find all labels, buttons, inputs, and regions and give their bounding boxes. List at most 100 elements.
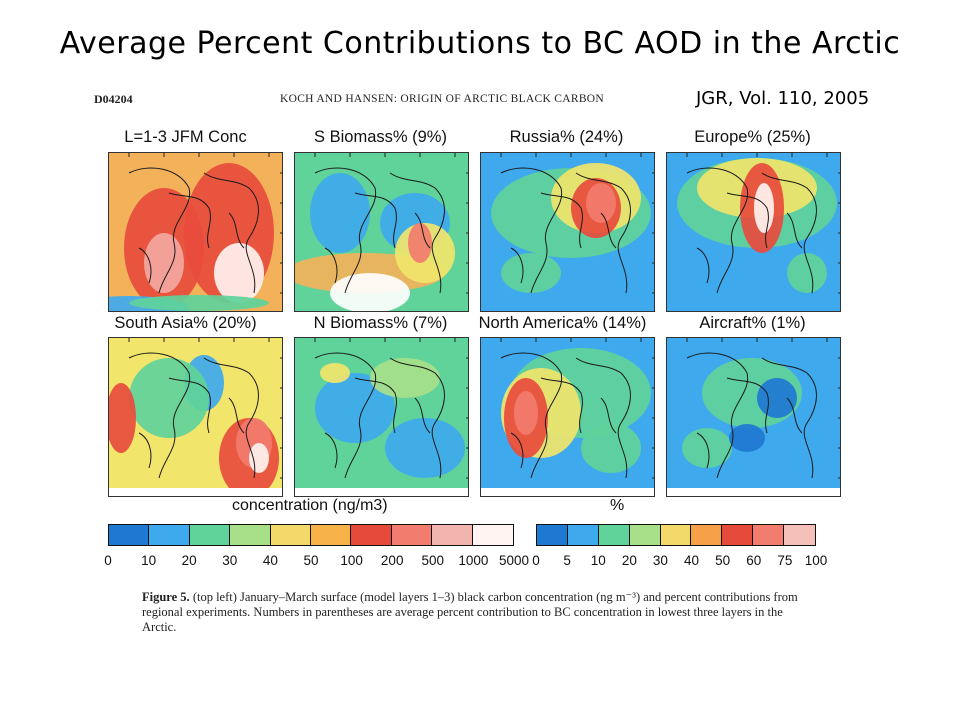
percent-tick-label: 30	[652, 553, 668, 568]
map-panel-nbio	[294, 337, 469, 497]
map-panel-europe	[666, 152, 841, 312]
panel-title: Russia% (24%)	[509, 128, 624, 146]
coastline	[168, 377, 211, 434]
percent-swatch	[567, 525, 599, 545]
coastline	[324, 212, 431, 284]
map-field-region	[408, 223, 432, 263]
coastline	[354, 192, 397, 249]
coastline	[575, 357, 631, 479]
concentration-tick-label: 20	[181, 553, 197, 568]
concentration-tick-label: 500	[421, 553, 445, 568]
colorbar-label-concentration: concentration (ng/m3)	[232, 497, 388, 514]
map-field-region	[581, 423, 641, 473]
panel-title: North America% (14%)	[478, 314, 647, 332]
colorbar-percent	[536, 524, 816, 546]
percent-swatch	[629, 525, 661, 545]
coastline	[686, 167, 749, 294]
coastline	[168, 192, 211, 249]
panel-title: S Biomass% (9%)	[314, 128, 447, 146]
percent-tick-label: 0	[532, 553, 540, 568]
coastline	[726, 377, 769, 434]
map-sbio	[295, 153, 468, 311]
figure-label: Figure 5.	[142, 590, 190, 604]
coastline	[540, 377, 583, 434]
concentration-swatch	[472, 525, 514, 545]
concentration-tick-label: 30	[222, 553, 238, 568]
coastline	[696, 212, 803, 284]
percent-swatch	[691, 525, 723, 545]
percent-tick-label: 10	[590, 553, 606, 568]
map-field-region	[129, 358, 209, 438]
map-panel-conc	[108, 152, 283, 312]
map-field-region	[787, 253, 827, 293]
concentration-tick-label: 0	[104, 553, 112, 568]
running-head: KOCH AND HANSEN: ORIGIN OF ARCTIC BLACK …	[280, 93, 605, 105]
map-field-region	[729, 424, 765, 452]
map-panel-namer	[480, 337, 655, 497]
slide-title: Average Percent Contributions to BC AOD …	[59, 26, 901, 61]
map-namer	[481, 338, 654, 488]
map-field-region	[385, 418, 465, 478]
concentration-tick-label: 40	[262, 553, 278, 568]
map-field-region	[129, 295, 269, 311]
concentration-tick-label: 50	[303, 553, 319, 568]
colorbar-label-percent: %	[610, 497, 625, 514]
concentration-swatch	[391, 525, 433, 545]
map-field-region	[682, 428, 732, 468]
coastline	[128, 167, 191, 294]
map-field-region	[757, 378, 797, 418]
coastline	[128, 352, 191, 479]
percent-tick-label: 100	[804, 553, 828, 568]
map-field-region	[754, 183, 774, 233]
concentration-swatch	[311, 525, 352, 545]
coastline	[389, 357, 445, 479]
coastline	[138, 397, 245, 469]
concentration-swatch	[270, 525, 312, 545]
panel-title: Europe% (25%)	[694, 128, 811, 146]
map-europe	[667, 153, 840, 311]
panel-title: N Biomass% (7%)	[313, 314, 448, 332]
percent-swatch	[784, 525, 815, 545]
coastline	[696, 397, 803, 469]
concentration-tick-label: 100	[340, 553, 363, 568]
page-id: D04204	[94, 92, 133, 106]
coastline	[761, 172, 817, 294]
map-panel-russia	[480, 152, 655, 312]
map-aircraft	[667, 338, 840, 488]
coastline	[510, 212, 617, 284]
map-conc	[109, 153, 282, 311]
citation: JGR, Vol. 110, 2005	[696, 88, 870, 109]
coastline	[138, 212, 245, 284]
concentration-tick-label: 10	[141, 553, 157, 568]
map-field-region	[586, 183, 616, 223]
coastline	[203, 357, 259, 479]
map-field-region	[249, 443, 269, 473]
concentration-swatch	[230, 525, 271, 545]
coastline	[389, 172, 445, 294]
map-field-region	[144, 233, 184, 293]
percent-tick-label: 5	[563, 553, 571, 568]
coastline	[500, 352, 563, 479]
concentration-swatch	[109, 525, 150, 545]
coastline	[686, 352, 749, 479]
coastline	[354, 377, 397, 434]
percent-tick-label: 20	[621, 553, 637, 568]
map-field-region	[501, 253, 561, 293]
percent-swatch	[722, 525, 754, 545]
percent-swatch	[660, 525, 692, 545]
percent-tick-label: 60	[746, 553, 762, 568]
percent-tick-label: 40	[684, 553, 700, 568]
coastline	[761, 357, 817, 479]
concentration-swatch	[189, 525, 231, 545]
panel-title: Aircraft% (1%)	[699, 314, 806, 332]
concentration-swatch	[149, 525, 190, 545]
map-russia	[481, 153, 654, 311]
map-field-region	[514, 391, 538, 435]
map-sasia	[109, 338, 282, 488]
concentration-tick-label: 1000	[458, 553, 489, 568]
concentration-swatch	[432, 525, 473, 545]
coastline	[540, 192, 583, 249]
panel-title: L=1-3 JFM Conc	[124, 128, 247, 146]
concentration-tick-label: 200	[380, 553, 404, 568]
map-field-region	[330, 273, 410, 311]
